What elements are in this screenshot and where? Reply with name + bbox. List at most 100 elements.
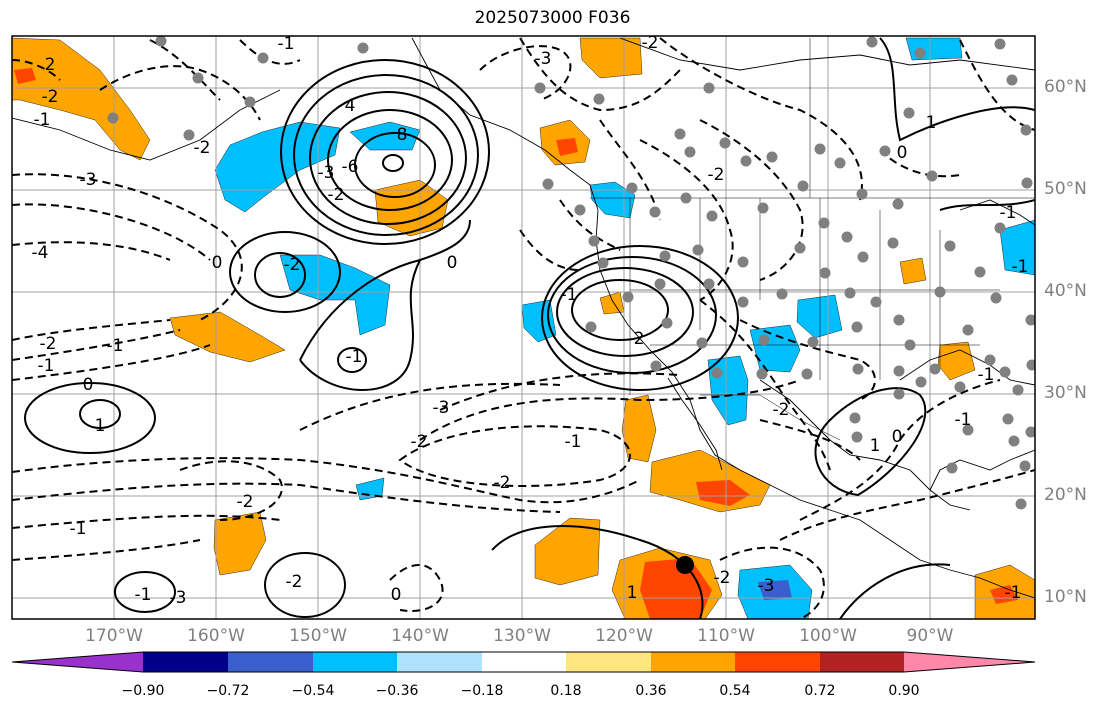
contour-label: -3 xyxy=(433,398,450,418)
red-area xyxy=(640,558,712,619)
colorbar-tick-label: −0.90 xyxy=(121,683,165,699)
colorbar-tick-label: −0.18 xyxy=(460,683,504,699)
contour-label: -1 xyxy=(70,519,87,539)
lon-label: 170°W xyxy=(85,626,143,646)
orange-area xyxy=(169,311,286,363)
orange-area xyxy=(599,291,625,315)
contour-label: -2 xyxy=(284,255,301,275)
contour-label: 1 xyxy=(870,436,881,456)
colorbar-tick-label: 0.18 xyxy=(550,683,582,699)
contour-label: -1 xyxy=(955,410,972,430)
contour-label: -2 xyxy=(237,492,254,512)
blue-area xyxy=(758,580,792,600)
colorbar-segment xyxy=(651,652,735,672)
colorbar-tick-label: −0.54 xyxy=(291,683,335,699)
orange-area xyxy=(213,511,267,576)
lon-label: 150°W xyxy=(289,626,347,646)
red-area xyxy=(556,138,578,156)
lat-label: 50°N xyxy=(1044,179,1087,199)
orange-area xyxy=(937,341,976,381)
lat-label: 10°N xyxy=(1044,587,1087,607)
lon-label: 110°W xyxy=(697,626,755,646)
contour-label: 2 xyxy=(45,55,56,75)
blue-area xyxy=(521,299,557,343)
contour-label: -1 xyxy=(1005,583,1022,603)
contour-label: -1 xyxy=(565,432,582,452)
contour-label: -2 xyxy=(494,473,511,493)
map-panel: 2 -2 -1 -3 -4 -2 -1 -1 0 1 -2 -1 -2 4 8 … xyxy=(12,33,1035,619)
contour-label: -1 xyxy=(1000,203,1017,223)
red-area xyxy=(696,480,750,506)
lat-label: 20°N xyxy=(1044,485,1087,505)
political-borders xyxy=(590,38,1035,441)
contour-label: -2 xyxy=(714,568,731,588)
station-markers xyxy=(107,36,1035,510)
colorbar-tick-label: 0.90 xyxy=(888,683,920,699)
colorbar-segment xyxy=(228,652,313,672)
graticule xyxy=(12,36,1035,619)
colorbar-outline xyxy=(11,651,1036,673)
red-area xyxy=(14,68,36,84)
contour-label: -2 xyxy=(42,87,59,107)
lat-label: 60°N xyxy=(1044,77,1087,97)
blue-area xyxy=(749,324,801,373)
lon-label: 90°W xyxy=(906,626,954,646)
contour-label: -1 xyxy=(978,365,995,385)
map-title: 2025073000 F036 xyxy=(474,8,631,28)
contour-label: -2 xyxy=(708,165,725,185)
lon-label: 160°W xyxy=(187,626,245,646)
orange-area xyxy=(579,37,643,79)
contour-label: -2 xyxy=(194,138,211,158)
contour-label: 8 xyxy=(397,125,408,145)
coastlines xyxy=(12,37,1035,599)
colorbar-segment xyxy=(143,652,228,672)
colorbar-tick-label: −0.36 xyxy=(375,683,419,699)
contour-label: -1 xyxy=(107,336,124,356)
contour-label: 0 xyxy=(447,253,458,273)
contour-label: -1 xyxy=(135,585,152,605)
colorbar-tick-label: −0.72 xyxy=(206,683,250,699)
contour-label: -1 xyxy=(561,285,578,305)
map-frame xyxy=(11,35,1036,620)
contour-label: -2 xyxy=(773,400,790,420)
lon-label: 140°W xyxy=(391,626,449,646)
red-area xyxy=(990,585,1018,604)
contour-label: -2 xyxy=(286,572,303,592)
contour-label: -3 xyxy=(318,163,335,183)
contour-label: 1 xyxy=(926,113,937,133)
lon-label: 100°W xyxy=(799,626,857,646)
contours-solid xyxy=(24,37,1035,619)
colorbar-extend-right xyxy=(904,652,1035,672)
orange-area xyxy=(534,517,601,586)
colorbar-segment xyxy=(820,652,904,672)
colorbar-segment xyxy=(735,652,820,672)
colorbar-tick-label: 0.72 xyxy=(804,683,836,699)
contour-label: 0 xyxy=(897,143,908,163)
contour-label: -1 xyxy=(34,110,51,130)
blue-area xyxy=(796,294,843,339)
blue-area xyxy=(905,37,963,61)
lon-label: 120°W xyxy=(595,626,653,646)
contour-label: -3 xyxy=(758,576,775,596)
contour-label: -1 xyxy=(278,34,295,54)
contour-label: -4 xyxy=(32,243,49,263)
contour-label: 1 xyxy=(95,416,106,436)
orange-area xyxy=(621,394,657,463)
colorbar-segment xyxy=(566,652,651,672)
contour-label: 0 xyxy=(212,253,223,273)
colorbar xyxy=(11,651,1036,673)
storm-position-marker xyxy=(676,556,694,574)
contour-label: -1 xyxy=(38,356,55,376)
contour-label: -3 xyxy=(80,170,97,190)
colorbar-segment xyxy=(397,652,482,672)
colorbar-tick-label: 0.36 xyxy=(635,683,667,699)
contour-label: 0 xyxy=(391,585,402,605)
colorbar-tick-label: 0.54 xyxy=(719,683,751,699)
contour-label: 0 xyxy=(83,375,94,395)
contour-label: -2 xyxy=(328,185,345,205)
colorbar-segment xyxy=(482,652,566,672)
colorbar-extend-left xyxy=(12,652,143,672)
contour-label: -2 xyxy=(642,33,659,53)
contour-label: -1 xyxy=(1012,257,1029,277)
contours-dashed xyxy=(12,37,1035,619)
